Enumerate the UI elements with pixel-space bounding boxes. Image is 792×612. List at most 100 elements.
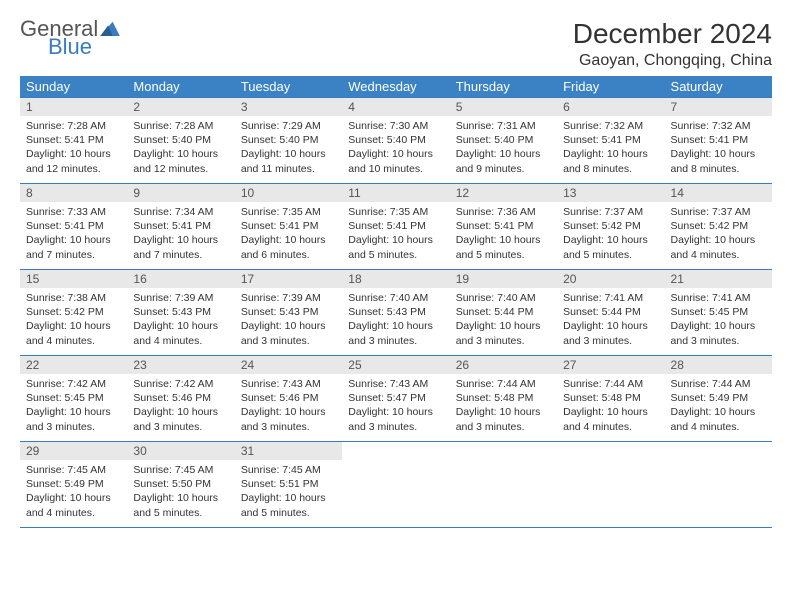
day-cell: 3Sunrise: 7:29 AMSunset: 5:40 PMDaylight…: [235, 98, 342, 184]
day-number: 13: [557, 184, 664, 202]
day-cell: 1Sunrise: 7:28 AMSunset: 5:41 PMDaylight…: [20, 98, 127, 184]
day-number: 2: [127, 98, 234, 116]
day-content: Sunrise: 7:44 AMSunset: 5:49 PMDaylight:…: [665, 374, 772, 438]
title-block: December 2024 Gaoyan, Chongqing, China: [573, 18, 772, 70]
day-content: Sunrise: 7:45 AMSunset: 5:50 PMDaylight:…: [127, 460, 234, 524]
day-cell: 8Sunrise: 7:33 AMSunset: 5:41 PMDaylight…: [20, 184, 127, 270]
day-cell: 14Sunrise: 7:37 AMSunset: 5:42 PMDayligh…: [665, 184, 772, 270]
weekday-header: Wednesday: [342, 76, 449, 98]
day-cell: 4Sunrise: 7:30 AMSunset: 5:40 PMDaylight…: [342, 98, 449, 184]
day-number: 26: [450, 356, 557, 374]
day-cell: 21Sunrise: 7:41 AMSunset: 5:45 PMDayligh…: [665, 270, 772, 356]
logo-text-blue: Blue: [48, 36, 120, 58]
day-cell: 20Sunrise: 7:41 AMSunset: 5:44 PMDayligh…: [557, 270, 664, 356]
day-number: 30: [127, 442, 234, 460]
day-number: 31: [235, 442, 342, 460]
day-cell: 28Sunrise: 7:44 AMSunset: 5:49 PMDayligh…: [665, 356, 772, 442]
day-content: Sunrise: 7:45 AMSunset: 5:49 PMDaylight:…: [20, 460, 127, 524]
empty-cell: [557, 442, 664, 528]
day-number: 7: [665, 98, 772, 116]
day-cell: 30Sunrise: 7:45 AMSunset: 5:50 PMDayligh…: [127, 442, 234, 528]
day-number: 9: [127, 184, 234, 202]
calendar-table: Sunday Monday Tuesday Wednesday Thursday…: [20, 76, 772, 528]
location-text: Gaoyan, Chongqing, China: [573, 52, 772, 70]
day-cell: 19Sunrise: 7:40 AMSunset: 5:44 PMDayligh…: [450, 270, 557, 356]
day-number: 24: [235, 356, 342, 374]
day-content: Sunrise: 7:41 AMSunset: 5:44 PMDaylight:…: [557, 288, 664, 352]
day-cell: 11Sunrise: 7:35 AMSunset: 5:41 PMDayligh…: [342, 184, 449, 270]
day-cell: 9Sunrise: 7:34 AMSunset: 5:41 PMDaylight…: [127, 184, 234, 270]
day-content: Sunrise: 7:40 AMSunset: 5:43 PMDaylight:…: [342, 288, 449, 352]
header: GeneralBlue December 2024 Gaoyan, Chongq…: [20, 18, 772, 70]
day-cell: 7Sunrise: 7:32 AMSunset: 5:41 PMDaylight…: [665, 98, 772, 184]
day-cell: 15Sunrise: 7:38 AMSunset: 5:42 PMDayligh…: [20, 270, 127, 356]
empty-cell: [450, 442, 557, 528]
day-content: Sunrise: 7:35 AMSunset: 5:41 PMDaylight:…: [235, 202, 342, 266]
day-content: Sunrise: 7:35 AMSunset: 5:41 PMDaylight:…: [342, 202, 449, 266]
day-cell: 2Sunrise: 7:28 AMSunset: 5:40 PMDaylight…: [127, 98, 234, 184]
day-content: Sunrise: 7:28 AMSunset: 5:40 PMDaylight:…: [127, 116, 234, 180]
day-content: Sunrise: 7:42 AMSunset: 5:45 PMDaylight:…: [20, 374, 127, 438]
day-content: Sunrise: 7:44 AMSunset: 5:48 PMDaylight:…: [450, 374, 557, 438]
day-cell: 24Sunrise: 7:43 AMSunset: 5:46 PMDayligh…: [235, 356, 342, 442]
day-content: Sunrise: 7:43 AMSunset: 5:47 PMDaylight:…: [342, 374, 449, 438]
weekday-header: Friday: [557, 76, 664, 98]
day-number: 10: [235, 184, 342, 202]
day-content: Sunrise: 7:32 AMSunset: 5:41 PMDaylight:…: [665, 116, 772, 180]
day-cell: 22Sunrise: 7:42 AMSunset: 5:45 PMDayligh…: [20, 356, 127, 442]
day-content: Sunrise: 7:29 AMSunset: 5:40 PMDaylight:…: [235, 116, 342, 180]
day-content: Sunrise: 7:33 AMSunset: 5:41 PMDaylight:…: [20, 202, 127, 266]
day-cell: 6Sunrise: 7:32 AMSunset: 5:41 PMDaylight…: [557, 98, 664, 184]
day-cell: 10Sunrise: 7:35 AMSunset: 5:41 PMDayligh…: [235, 184, 342, 270]
day-cell: 26Sunrise: 7:44 AMSunset: 5:48 PMDayligh…: [450, 356, 557, 442]
brand-logo: GeneralBlue: [20, 18, 120, 58]
day-content: Sunrise: 7:34 AMSunset: 5:41 PMDaylight:…: [127, 202, 234, 266]
day-content: Sunrise: 7:37 AMSunset: 5:42 PMDaylight:…: [665, 202, 772, 266]
day-number: 20: [557, 270, 664, 288]
day-number: 25: [342, 356, 449, 374]
day-cell: 12Sunrise: 7:36 AMSunset: 5:41 PMDayligh…: [450, 184, 557, 270]
day-cell: 17Sunrise: 7:39 AMSunset: 5:43 PMDayligh…: [235, 270, 342, 356]
day-number: 27: [557, 356, 664, 374]
day-number: 4: [342, 98, 449, 116]
weekday-header: Monday: [127, 76, 234, 98]
day-number: 21: [665, 270, 772, 288]
day-content: Sunrise: 7:42 AMSunset: 5:46 PMDaylight:…: [127, 374, 234, 438]
day-content: Sunrise: 7:28 AMSunset: 5:41 PMDaylight:…: [20, 116, 127, 180]
day-content: Sunrise: 7:44 AMSunset: 5:48 PMDaylight:…: [557, 374, 664, 438]
calendar-row: 1Sunrise: 7:28 AMSunset: 5:41 PMDaylight…: [20, 98, 772, 184]
day-number: 22: [20, 356, 127, 374]
calendar-row: 15Sunrise: 7:38 AMSunset: 5:42 PMDayligh…: [20, 270, 772, 356]
day-number: 28: [665, 356, 772, 374]
month-title: December 2024: [573, 18, 772, 50]
day-content: Sunrise: 7:43 AMSunset: 5:46 PMDaylight:…: [235, 374, 342, 438]
weekday-header: Sunday: [20, 76, 127, 98]
day-cell: 5Sunrise: 7:31 AMSunset: 5:40 PMDaylight…: [450, 98, 557, 184]
weekday-header: Saturday: [665, 76, 772, 98]
day-number: 18: [342, 270, 449, 288]
day-number: 23: [127, 356, 234, 374]
weekday-header-row: Sunday Monday Tuesday Wednesday Thursday…: [20, 76, 772, 98]
day-number: 16: [127, 270, 234, 288]
day-cell: 25Sunrise: 7:43 AMSunset: 5:47 PMDayligh…: [342, 356, 449, 442]
day-number: 12: [450, 184, 557, 202]
day-cell: 23Sunrise: 7:42 AMSunset: 5:46 PMDayligh…: [127, 356, 234, 442]
day-number: 8: [20, 184, 127, 202]
day-number: 11: [342, 184, 449, 202]
day-content: Sunrise: 7:39 AMSunset: 5:43 PMDaylight:…: [235, 288, 342, 352]
day-number: 19: [450, 270, 557, 288]
day-number: 15: [20, 270, 127, 288]
day-cell: 27Sunrise: 7:44 AMSunset: 5:48 PMDayligh…: [557, 356, 664, 442]
day-number: 5: [450, 98, 557, 116]
day-content: Sunrise: 7:32 AMSunset: 5:41 PMDaylight:…: [557, 116, 664, 180]
day-content: Sunrise: 7:45 AMSunset: 5:51 PMDaylight:…: [235, 460, 342, 524]
day-cell: 16Sunrise: 7:39 AMSunset: 5:43 PMDayligh…: [127, 270, 234, 356]
day-content: Sunrise: 7:39 AMSunset: 5:43 PMDaylight:…: [127, 288, 234, 352]
day-content: Sunrise: 7:38 AMSunset: 5:42 PMDaylight:…: [20, 288, 127, 352]
calendar-row: 22Sunrise: 7:42 AMSunset: 5:45 PMDayligh…: [20, 356, 772, 442]
weekday-header: Thursday: [450, 76, 557, 98]
calendar-row: 8Sunrise: 7:33 AMSunset: 5:41 PMDaylight…: [20, 184, 772, 270]
day-cell: 29Sunrise: 7:45 AMSunset: 5:49 PMDayligh…: [20, 442, 127, 528]
day-cell: 13Sunrise: 7:37 AMSunset: 5:42 PMDayligh…: [557, 184, 664, 270]
day-content: Sunrise: 7:41 AMSunset: 5:45 PMDaylight:…: [665, 288, 772, 352]
